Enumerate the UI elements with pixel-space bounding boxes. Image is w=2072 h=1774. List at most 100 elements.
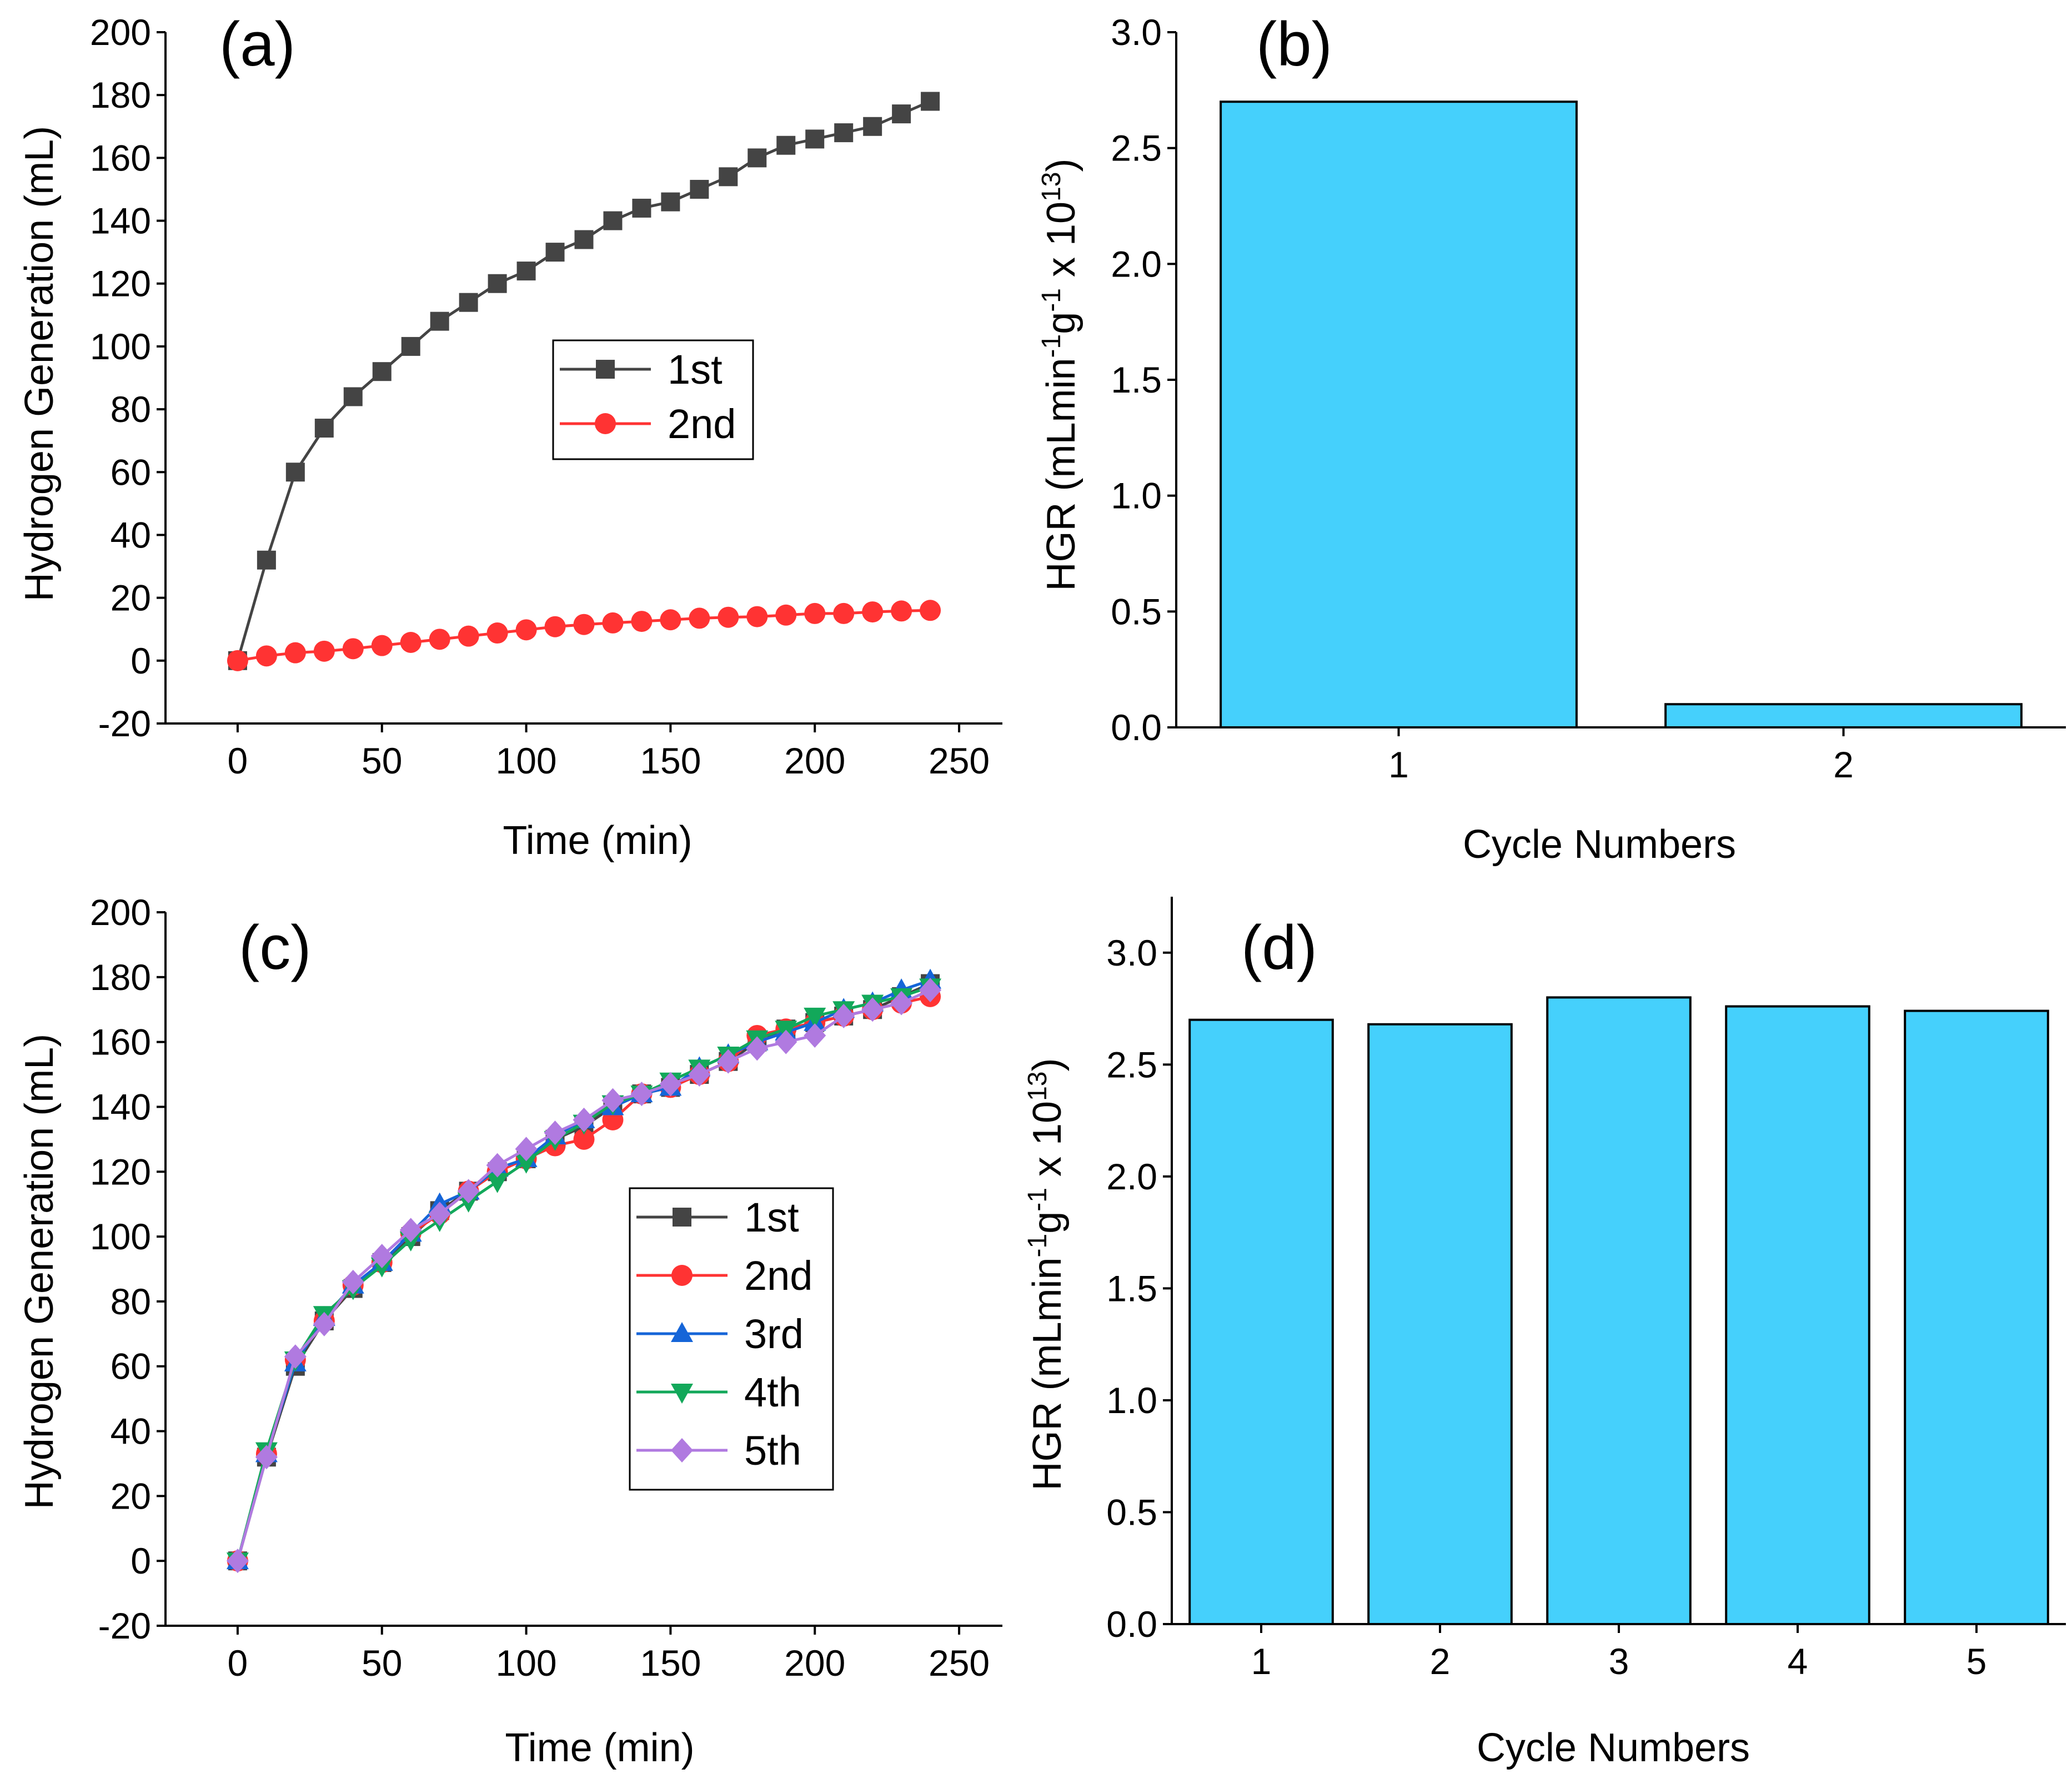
series-5th-point — [601, 1088, 624, 1113]
panel-label-b: (b) — [1256, 9, 1332, 79]
legend-marker-2nd — [671, 1265, 693, 1286]
series-1st-point — [488, 274, 507, 293]
series-1st-point — [921, 92, 940, 111]
y-tick-label: -20 — [98, 703, 151, 744]
series-2nd-point — [602, 612, 624, 634]
y-tick-label: 160 — [90, 1022, 151, 1063]
panel-d-y-axis-title: HGR (mLmin-1g-1 x 1013) — [1023, 1058, 1070, 1491]
y-tick-label: 2.0 — [1106, 1156, 1157, 1197]
x-tick-label: 200 — [784, 740, 845, 781]
y-tick-label: 200 — [90, 892, 151, 933]
series-2nd-point — [342, 638, 364, 660]
x-tick-label: 0 — [228, 1642, 248, 1683]
y-tick-label: 180 — [90, 74, 151, 115]
legend-marker-3rd — [671, 1322, 693, 1342]
bar-cycle-5 — [1904, 1009, 2049, 1625]
series-2nd-point — [284, 642, 306, 664]
series-1st-point — [834, 123, 854, 143]
y-tick-label: 0.5 — [1106, 1491, 1157, 1532]
y-tick-label: 20 — [111, 1475, 151, 1516]
series-1st-point — [516, 262, 536, 281]
legend-label-1st: 1st — [744, 1194, 799, 1240]
series-2nd-point — [775, 604, 797, 626]
y-tick-label: 2.0 — [1111, 243, 1162, 284]
panel-a-hydrogen-generation-chart: (a) -20 0 20 40 60 80 100 120 140 160 180 200 0 50 100… — [17, 9, 1002, 863]
series-2nd-point — [544, 616, 566, 637]
x-tick-label: 5 — [1966, 1641, 1987, 1682]
legend-label-5th: 5th — [744, 1428, 801, 1474]
y-tick-label: 2.5 — [1111, 128, 1162, 169]
series-1st-point — [603, 211, 623, 230]
panel-b-y-axis-title: HGR (mLmin-1g-1 x 1013) — [1037, 159, 1083, 591]
series-1st-point — [632, 198, 651, 218]
series-1st-point — [747, 148, 767, 168]
x-tick-label: 0 — [228, 740, 248, 781]
panel-c-plot-area: -20 0 20 40 60 80 100 120 140 160 180 200 0 50 100 150 2… — [90, 892, 1002, 1683]
x-tick-label: 1 — [1388, 744, 1409, 785]
y-tick-label: 0.0 — [1106, 1604, 1157, 1645]
panel-a-x-axis-title: Time (min) — [503, 818, 692, 863]
series-5th-point — [226, 1549, 249, 1574]
panel-c-hydrogen-generation-chart: (c) -20 0 20 40 60 80 100 120 140 160 180 200 0 50 100… — [17, 892, 1002, 1770]
y-tick-label: 60 — [111, 451, 151, 493]
series-2nd-point — [313, 640, 335, 662]
x-tick-label: 150 — [640, 740, 701, 781]
series-5th-point — [313, 1311, 335, 1336]
y-tick-label: 60 — [111, 1346, 151, 1387]
series-1st-point — [892, 104, 911, 124]
series-2nd-point — [573, 614, 595, 635]
legend-marker-5th — [671, 1438, 693, 1463]
legend-box — [629, 1187, 834, 1491]
series-5th-point — [804, 1023, 826, 1048]
x-tick-label: 2 — [1430, 1641, 1451, 1682]
series-1st-point — [863, 117, 882, 136]
series-5th-point — [832, 1003, 855, 1028]
series-4th-point — [486, 1173, 509, 1193]
panel-c-x-axis-title: Time (min) — [505, 1726, 694, 1770]
y-tick-label: 40 — [111, 514, 151, 555]
series-5th-point — [342, 1269, 364, 1294]
bar-cycle-2 — [1664, 703, 2023, 729]
y-tick-label: 140 — [90, 200, 151, 242]
legend-label-2nd: 2nd — [744, 1253, 812, 1299]
x-tick-label: 100 — [496, 740, 557, 781]
series-1st-point — [343, 387, 363, 406]
x-tick-label: 4 — [1788, 1641, 1808, 1682]
panel-b-hgr-bar-chart: (b) 0.0 0.5 1.0 1.5 2.0 2.5 3.0 1 2 Cycle Number… — [1037, 9, 2066, 867]
series-5th-point — [890, 991, 913, 1016]
series-5th-point — [688, 1062, 711, 1087]
series-5th-point — [630, 1082, 653, 1107]
series-2nd-point — [804, 602, 826, 624]
y-tick-label: 180 — [90, 957, 151, 998]
series-2nd-point — [920, 600, 941, 621]
y-tick-label: 20 — [111, 577, 151, 619]
y-tick-label: 2.5 — [1106, 1044, 1157, 1085]
bar-cycle-1 — [1220, 100, 1578, 729]
y-tick-label: 0 — [131, 640, 151, 681]
series-2nd-point — [486, 622, 508, 644]
series-4th-point — [515, 1153, 538, 1174]
legend-marker-2nd — [595, 413, 616, 434]
legend-marker-1st — [673, 1208, 691, 1227]
series-1st-point — [776, 135, 796, 155]
legend-label-3rd: 3rd — [744, 1311, 804, 1357]
legend-label-2nd: 2nd — [668, 401, 736, 447]
x-tick-label: 50 — [362, 740, 402, 781]
x-tick-label: 100 — [496, 1642, 557, 1683]
legend-marker-1st — [596, 360, 615, 379]
series-5th-point — [255, 1445, 278, 1470]
y-tick-label: 1.5 — [1106, 1268, 1157, 1309]
legend-marker-4th — [671, 1384, 693, 1404]
y-tick-label: 3.0 — [1106, 932, 1157, 973]
x-tick-label: 250 — [929, 740, 990, 781]
panel-b-x-axis-title: Cycle Numbers — [1463, 822, 1736, 867]
series-1st-point — [372, 362, 392, 381]
series-2nd-point — [515, 619, 537, 641]
series-2nd-point — [573, 1128, 595, 1150]
bar-cycle-3 — [1546, 996, 1692, 1625]
series-1st-point — [285, 463, 305, 482]
bar-cycle-1 — [1188, 1018, 1334, 1625]
legend-label-4th: 4th — [744, 1369, 801, 1415]
series-5th-point — [457, 1179, 480, 1204]
